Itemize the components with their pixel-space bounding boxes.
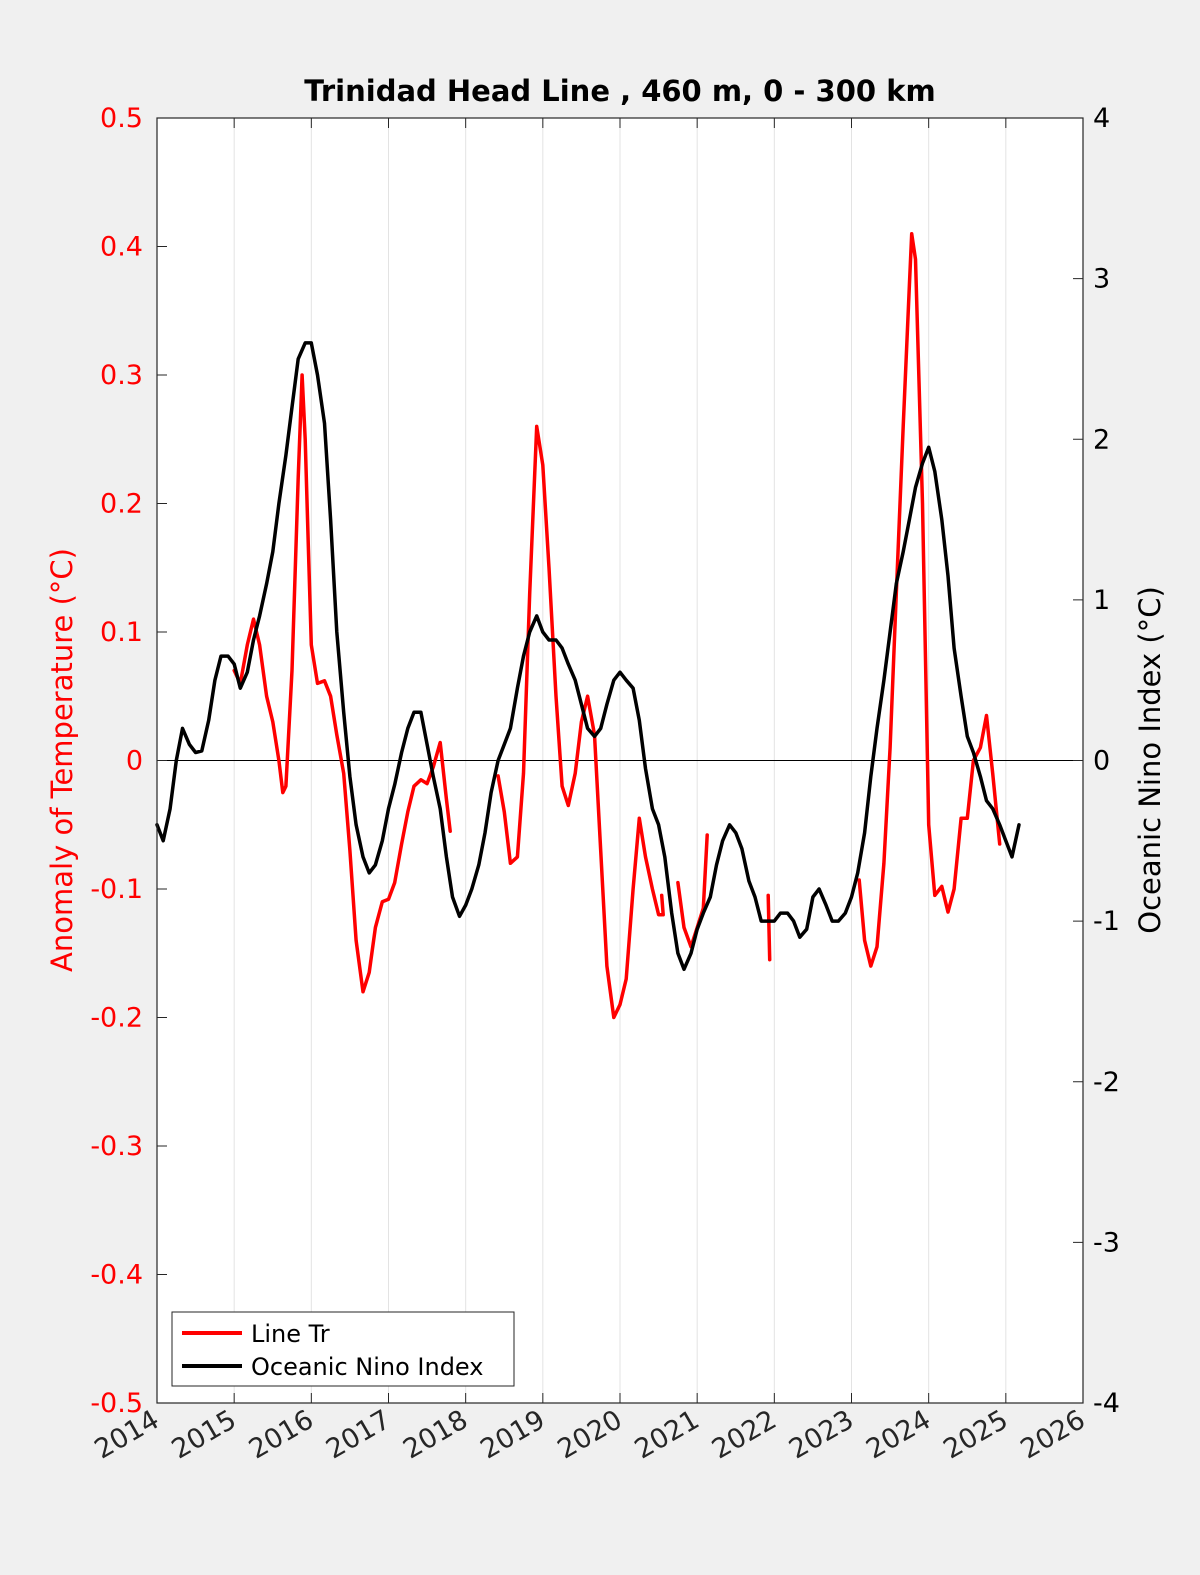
y-right-tick-label: 4 — [1093, 103, 1110, 134]
chart-title: Trinidad Head Line , 460 m, 0 - 300 km — [304, 74, 935, 108]
y-right-tick-label: 2 — [1093, 424, 1110, 455]
y-left-tick-label: -0.4 — [90, 1260, 143, 1291]
y-left-tick-label: -0.2 — [90, 1003, 143, 1034]
legend-label-line-tr: Line Tr — [251, 1320, 330, 1348]
x-tick-label: 2026 — [1015, 1404, 1090, 1465]
y-left-tick-label: -0.5 — [90, 1388, 143, 1419]
series-line-segment — [155, 341, 1021, 972]
y-left-tick-label: 0 — [126, 746, 143, 777]
y-left-axis-label: Anomaly of Temperature (°C) — [45, 548, 79, 972]
x-tick-label: 2018 — [398, 1404, 473, 1465]
y-right-tick-label: -1 — [1093, 906, 1120, 937]
series-layer — [155, 231, 1021, 1020]
x-tick-label: 2023 — [784, 1404, 859, 1465]
x-tick-label: 2025 — [938, 1404, 1013, 1465]
series-line-segment — [659, 893, 665, 917]
legend-label-oni: Oceanic Nino Index — [251, 1353, 483, 1381]
y-left-tick-label: -0.3 — [90, 1131, 143, 1162]
x-tick-label: 2021 — [630, 1404, 705, 1465]
y-right-tick-label: -3 — [1093, 1227, 1120, 1258]
y-right-tick-label: 1 — [1093, 585, 1110, 616]
y-right-axis-label: Oceanic Nino Index (°C) — [1133, 586, 1167, 934]
y-right-tick-label: -2 — [1093, 1067, 1120, 1098]
series-line-segment — [766, 893, 772, 962]
y-right-tick-label: 3 — [1093, 264, 1110, 295]
x-tick-label: 2016 — [244, 1404, 319, 1465]
y-right-axis: 4 3 2 1 0 -1 -2 -3 -4 — [1073, 103, 1120, 1419]
series-line-tr — [232, 231, 1002, 1020]
x-tick-label: 2015 — [167, 1404, 242, 1465]
x-tick-label: 2022 — [707, 1404, 782, 1465]
series-line-segment — [496, 424, 664, 1020]
y-left-tick-label: 0.2 — [100, 489, 143, 520]
y-left-tick-label: 0.5 — [100, 103, 143, 134]
x-tick-label: 2017 — [321, 1404, 396, 1465]
series-line-segment — [232, 373, 452, 994]
y-left-tick-label: 0.4 — [100, 232, 143, 263]
legend: Line Tr Oceanic Nino Index — [171, 1311, 515, 1387]
x-tick-label: 2024 — [861, 1404, 936, 1465]
y-left-tick-label: 0.3 — [100, 360, 143, 391]
y-left-axis: 0.5 0.4 0.3 0.2 0.1 0 -0.1 -0.2 -0.3 -0.4 -0.5 — [90, 103, 167, 1419]
y-right-tick-label: 0 — [1093, 746, 1110, 777]
legend-box — [171, 1311, 515, 1387]
y-left-tick-label: -0.1 — [90, 874, 143, 905]
y-right-tick-label: -4 — [1093, 1388, 1120, 1419]
x-tick-label: 2020 — [552, 1404, 627, 1465]
x-tick-label: 2019 — [475, 1404, 550, 1465]
series-oceanic-nino-index — [155, 341, 1021, 972]
y-left-tick-label: 0.1 — [100, 617, 143, 648]
